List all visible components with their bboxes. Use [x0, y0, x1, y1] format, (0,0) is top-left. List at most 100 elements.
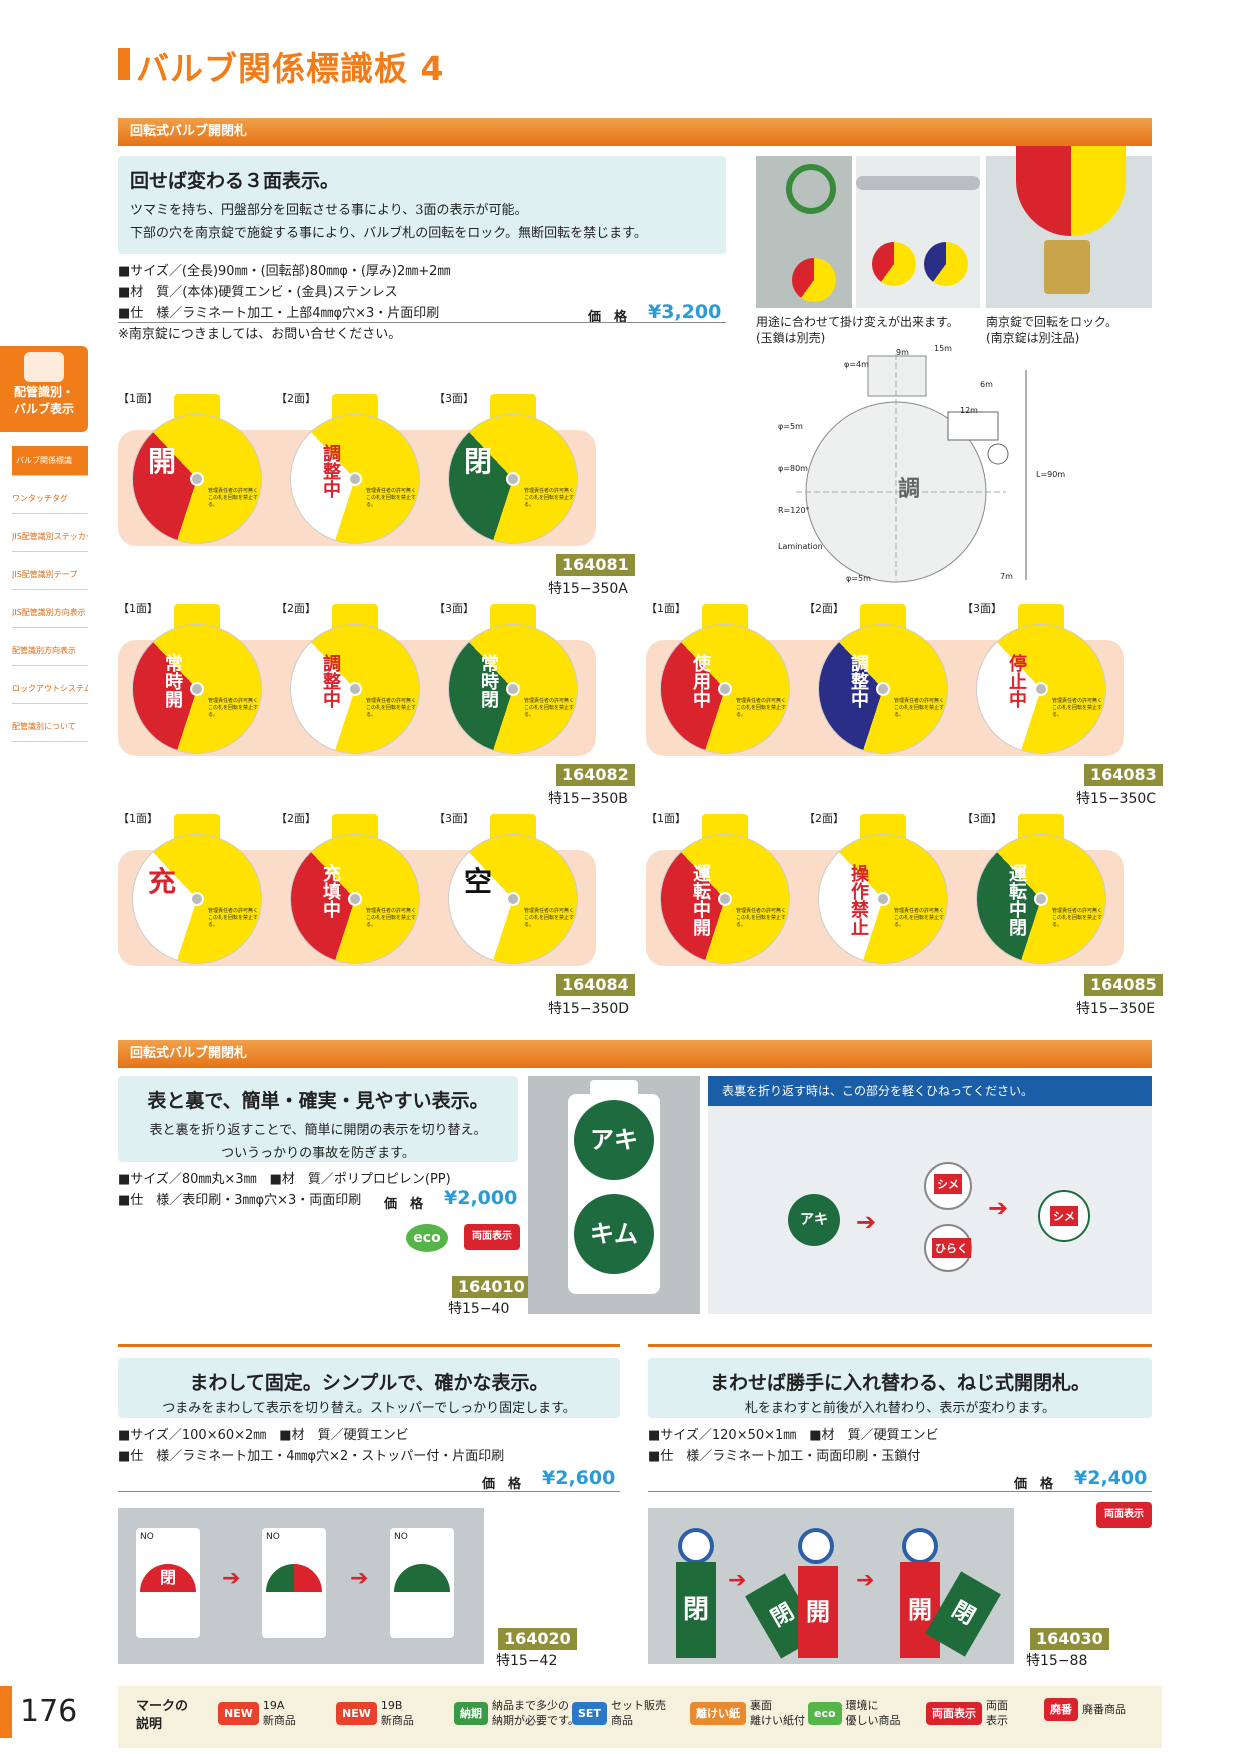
tag-small-print: 管理責任者の許可無くこの札を回転を禁止する。 [208, 698, 259, 718]
sidebar-item-sticker[interactable]: JIS配管識別ステッカー [12, 522, 88, 552]
spec-size: ■サイズ／(全長)90㎜・(回転部)80㎜φ・(厚み)2㎜+2㎜ [118, 264, 451, 279]
legend-badge: NEW [218, 1701, 259, 1725]
legend-line: 離けい紙付 [750, 1714, 805, 1727]
sidebar-item-jis-direction[interactable]: JIS配管識別方向表示 [12, 598, 88, 628]
product-code: 164082 [556, 764, 635, 786]
face-label: 【2面】 [276, 812, 316, 825]
rivet-icon [506, 682, 520, 696]
spec-material: ■材 質／(本体)硬質エンビ・(金具)ステンレス [118, 285, 398, 300]
legend-line: 新商品 [262, 1714, 296, 1727]
tag-small-print: 管理責任者の許可無くこの札を回転を禁止する。 [1052, 908, 1103, 928]
page-title: バルブ関係標識板 4 [136, 49, 445, 88]
dim-label: 6m [980, 380, 993, 389]
dim-label: R=120° [778, 506, 810, 515]
legend-text: 廃番商品 [1082, 1702, 1126, 1717]
tag-face-text: 開 [147, 445, 176, 478]
screw-tag: 閉 [676, 1562, 716, 1658]
rivet-icon [1034, 682, 1048, 696]
title-accent [118, 48, 130, 80]
diagram-face-b: シメ [934, 1174, 962, 1194]
product-model: 特15−350B [548, 791, 628, 807]
legend-item: NEW 19A 新商品 [218, 1698, 296, 1728]
plate-no: NO [394, 1532, 408, 1542]
sidebar-category-label-1: 配管識別・ [13, 385, 74, 399]
sidebar-item-direction[interactable]: 配管識別方向表示 [12, 636, 88, 666]
sidebar-item-tape[interactable]: JIS配管識別テープ [12, 560, 88, 590]
rivet-icon [718, 682, 732, 696]
catch-text: つまみをまわして表示を切り替え。ストッパーでしっかり固定します。 [162, 1401, 576, 1416]
tag-face-text: 使用中 [690, 654, 711, 708]
tag-small-print: 管理責任者の許可無くこの札を回転を禁止する。 [1052, 698, 1103, 718]
face-label: 【3面】 [962, 602, 1002, 615]
rivet-icon [876, 892, 890, 906]
product-model: 特15−350D [548, 1001, 630, 1017]
legend-line: 裏面 [750, 1699, 772, 1712]
product-code: 164020 [498, 1628, 577, 1650]
both-sides-mark: 両面表示 [1096, 1502, 1152, 1528]
tag-icon [924, 242, 968, 286]
valve-wheel-icon [786, 164, 836, 214]
legend-line: 優しい商品 [845, 1714, 901, 1727]
price-label: 価 格 [482, 1477, 522, 1492]
sidebar-item-onetouch[interactable]: ワンタッチタグ [12, 484, 88, 514]
legend-text: 両面 表示 [986, 1698, 1008, 1728]
screw-knob-icon [902, 1528, 938, 1564]
rivet-icon [506, 472, 520, 486]
tag-small-print: 管理責任者の許可無くこの札を回転を禁止する。 [894, 698, 945, 718]
tag-face-text: 調整中 [848, 654, 869, 708]
pipe-icon [856, 176, 980, 190]
spec-detail: ■仕 様／ラミネート加工・上部4㎜φ穴×3・片面印刷 [118, 306, 440, 321]
price-label: 価 格 [384, 1197, 424, 1212]
catch-text: ツマミを持ち、円盤部分を回転させる事により、3面の表示が可能。 [130, 203, 528, 218]
legend-title-2: 説明 [136, 1717, 163, 1732]
legend-line: セット販売 [610, 1699, 666, 1712]
sidebar-item-about[interactable]: 配管識別について [12, 712, 88, 742]
rivet-icon [348, 682, 362, 696]
tag-small-print: 管理責任者の許可無くこの札を回転を禁止する。 [524, 908, 575, 928]
dim-label: φ=80m [778, 464, 808, 473]
divider [648, 1491, 1152, 1492]
legend-line: 納期が必要です。 [492, 1714, 579, 1727]
sidebar-category[interactable]: 配管識別・ バルブ表示 [0, 346, 88, 432]
face-label: 【2面】 [276, 602, 316, 615]
sidebar-item-valve[interactable]: バルブ関係標識 [12, 446, 88, 476]
face-label: 【2面】 [804, 602, 844, 615]
svg-text:調: 調 [898, 476, 920, 502]
legend-line: 19B [380, 1699, 403, 1712]
legend-text: 裏面 離けい紙付 [750, 1698, 805, 1728]
legend-text: 納品まで多少の 納期が必要です。 [492, 1698, 579, 1728]
tag-icon [1016, 146, 1126, 236]
flip-diagram: 表裏を折り返す時は、この部分を軽くひねってください。 アキ ➔ シメ ひらく ➔… [708, 1076, 1152, 1314]
legend-line: 商品 [610, 1714, 633, 1727]
legend-item: 離けい紙 裏面 離けい紙付 [690, 1698, 805, 1728]
product-code: 164030 [1030, 1628, 1109, 1650]
legend-line: 新商品 [380, 1714, 414, 1727]
catch-title: 回せば変わる３面表示。 [130, 170, 340, 192]
arrow-right-icon: ➔ [222, 1566, 241, 1591]
legend-badge: SET [572, 1701, 607, 1725]
catch-box: 回せば変わる３面表示。 ツマミを持ち、円盤部分を回転させる事により、3面の表示が… [118, 156, 726, 254]
sidebar-item-lockout[interactable]: ロックアウトシステム [12, 674, 88, 704]
legend-line: 表示 [986, 1714, 1008, 1727]
legend-title-1: マークの [136, 1699, 189, 1714]
product-code: 164084 [556, 974, 635, 996]
sidebar-category-label-2: バルブ表示 [13, 402, 74, 416]
section-header: 回転式バルブ開閉札 [118, 118, 1152, 146]
face-label: 【1面】 [118, 392, 158, 405]
price: ¥2,600 [542, 1467, 616, 1489]
price-label: 価 格 [1014, 1477, 1054, 1492]
divider [648, 1344, 1152, 1347]
photo-caption: 用途に合わせて掛け変えが出来ます。 [756, 315, 959, 329]
catch-title: 表と裏で、簡単・確実・見やすい表示。 [147, 1090, 489, 1112]
tag-small-print: 管理責任者の許可無くこの札を回転を禁止する。 [208, 908, 259, 928]
product-code: 164081 [556, 554, 635, 576]
face-label: 【2面】 [804, 812, 844, 825]
dim-label: φ=5m [778, 422, 803, 431]
catch-title: まわせば勝手に入れ替わる、ねじ式開閉札。 [709, 1372, 1090, 1394]
legend-badge: 廃番 [1044, 1698, 1078, 1721]
tag-face-text: 運転中開 [690, 864, 711, 936]
eco-mark: eco [406, 1224, 448, 1252]
rivet-icon [190, 472, 204, 486]
price: ¥2,000 [444, 1187, 518, 1209]
legend-item: NEW 19B 新商品 [336, 1698, 414, 1728]
